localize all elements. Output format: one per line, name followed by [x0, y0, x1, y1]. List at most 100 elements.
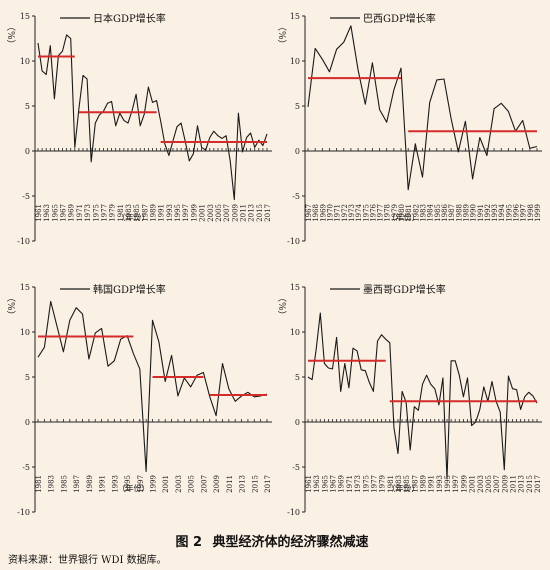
mexico-x-tick-label: 2001	[469, 475, 477, 493]
mexico-x-tick-label: 1977	[370, 475, 378, 493]
korea-x-tick-label: 1983	[48, 475, 56, 493]
japan-x-tick-label: 1973	[84, 204, 92, 222]
mexico-y-tick-label: 0	[295, 418, 300, 427]
korea-x-axis-label: （年份）	[118, 483, 150, 493]
mexico-legend-label: 墨西哥GDP增长率	[363, 283, 446, 296]
brazil-y-tick-label: 0	[295, 147, 300, 156]
brazil-x-tick-label: 1990	[470, 204, 478, 222]
brazil-x-tick-label: 1976	[369, 203, 377, 221]
korea-x-tick-label: 2017	[264, 475, 272, 493]
brazil-x-tick-label: 1975	[362, 204, 370, 222]
brazil-x-tick-label: 1980	[398, 204, 406, 222]
brazil-x-tick-label: 1986	[441, 203, 449, 221]
japan-legend-label: 日本GDP增长率	[93, 12, 166, 25]
mexico-x-tick-label: 2003	[477, 475, 485, 493]
brazil-x-tick-label: 1982	[412, 204, 420, 222]
brazil-y-tick-label: 15	[290, 12, 300, 21]
korea-legend-label: 韩国GDP增长率	[93, 283, 166, 296]
japan-series-line	[37, 34, 268, 201]
korea-x-tick-label: 1985	[60, 475, 68, 493]
mexico-y-tick-label: -5	[292, 463, 300, 472]
japan-x-tick-label: 1983	[125, 204, 133, 222]
mexico-series-line	[307, 312, 538, 480]
japan-y-axis-label: （%）	[5, 22, 16, 49]
mexico-x-tick-label: 1967	[330, 475, 338, 493]
japan-y-tick-label: 5	[25, 102, 30, 111]
japan-x-tick-label: 1995	[174, 204, 182, 222]
mexico-x-tick-label: 2017	[534, 475, 542, 493]
japan-x-tick-label: 1999	[190, 204, 198, 222]
mexico-x-tick-label: 1965	[321, 475, 329, 493]
japan-x-axis-label: （年份）	[118, 212, 150, 222]
mexico-x-tick-label: 2007	[493, 475, 501, 493]
brazil-x-tick-label: 1999	[534, 204, 542, 222]
brazil-x-tick-label: 1984	[427, 203, 435, 221]
korea-y-tick-label: -5	[22, 463, 30, 472]
brazil-x-tick-label: 1969	[319, 204, 327, 222]
japan-x-tick-label: 1969	[68, 204, 76, 222]
brazil-x-tick-label: 1974	[355, 203, 363, 221]
brazil-y-tick-label: 10	[290, 57, 300, 66]
japan-x-tick-label: 1989	[150, 204, 158, 222]
brazil-x-tick-label: 1979	[391, 204, 399, 222]
mexico-x-tick-label: 1973	[354, 475, 362, 493]
korea-x-tick-label: 2009	[213, 475, 221, 493]
korea-x-tick-label: 1995	[124, 475, 132, 493]
japan-x-tick-label: 2015	[256, 204, 264, 222]
mexico-y-tick-label: 15	[290, 283, 300, 292]
japan-y-tick-label: 10	[20, 57, 30, 66]
japan-x-tick-label: 1971	[76, 204, 84, 222]
brazil-legend-label: 巴西GDP增长率	[363, 12, 436, 25]
figure-source-note: 资料来源：世界银行 WDI 数据库。	[8, 555, 167, 566]
korea-y-tick-label: 5	[25, 373, 30, 382]
mexico-x-tick-label: 1989	[420, 475, 428, 493]
korea-x-tick-label: 2011	[226, 475, 234, 493]
brazil-x-tick-label: 1972	[341, 204, 349, 222]
brazil-x-tick-label: 1977	[377, 204, 385, 222]
brazil-y-tick-label: -10	[287, 237, 300, 246]
brazil-x-tick-label: 1983	[420, 204, 428, 222]
brazil-x-tick-label: 1981	[405, 204, 413, 222]
mexico-x-tick-label: 2011	[509, 475, 517, 493]
mexico-x-tick-label: 1991	[428, 475, 436, 493]
mexico-x-tick-label: 1961	[305, 475, 313, 493]
japan-x-tick-label: 1977	[100, 204, 108, 222]
korea-x-tick-label: 2007	[200, 475, 208, 493]
japan-x-tick-label: 2017	[264, 204, 272, 222]
japan-y-tick-label: -10	[17, 237, 30, 246]
japan-x-tick-label: 2005	[215, 204, 223, 222]
korea-x-tick-label: 1991	[99, 475, 107, 493]
japan-y-tick-label: 15	[20, 12, 30, 21]
mexico-y-tick-label: -10	[287, 508, 300, 517]
japan-x-tick-label: 1963	[43, 204, 51, 222]
mexico-x-tick-label: 2009	[501, 475, 509, 493]
brazil-x-tick-label: 1989	[462, 204, 470, 222]
japan-x-tick-label: 2001	[199, 204, 207, 222]
brazil-y-axis-label: （%）	[276, 22, 287, 49]
mexico-x-tick-label: 1997	[452, 475, 460, 493]
brazil-x-tick-label: 1971	[334, 204, 342, 222]
mexico-x-tick-label: 1983	[395, 475, 403, 493]
korea-x-tick-label: 1987	[73, 475, 81, 493]
brazil-x-tick-label: 1993	[491, 204, 499, 222]
japan-x-tick-label: 1967	[60, 204, 68, 222]
korea-y-axis-label: （%）	[5, 293, 16, 320]
japan-y-tick-label: -5	[22, 192, 30, 201]
japan-x-tick-label: 1975	[92, 204, 100, 222]
japan-x-tick-label: 2003	[207, 204, 215, 222]
mexico-x-tick-label: 2013	[518, 475, 526, 493]
korea-y-tick-label: 0	[25, 418, 30, 427]
mexico-y-axis-label: （%）	[276, 293, 287, 320]
mexico-y-tick-label: 5	[295, 373, 300, 382]
brazil-y-tick-label: 5	[295, 102, 300, 111]
korea-x-tick-label: 1981	[35, 475, 43, 493]
brazil-x-tick-label: 1997	[520, 204, 528, 222]
korea-x-tick-label: 2005	[188, 475, 196, 493]
figure-caption-number: 图 2	[175, 535, 203, 550]
korea-series-line	[37, 300, 268, 473]
brazil-x-tick-label: 1988	[455, 204, 463, 222]
japan-x-tick-label: 1981	[117, 204, 125, 222]
